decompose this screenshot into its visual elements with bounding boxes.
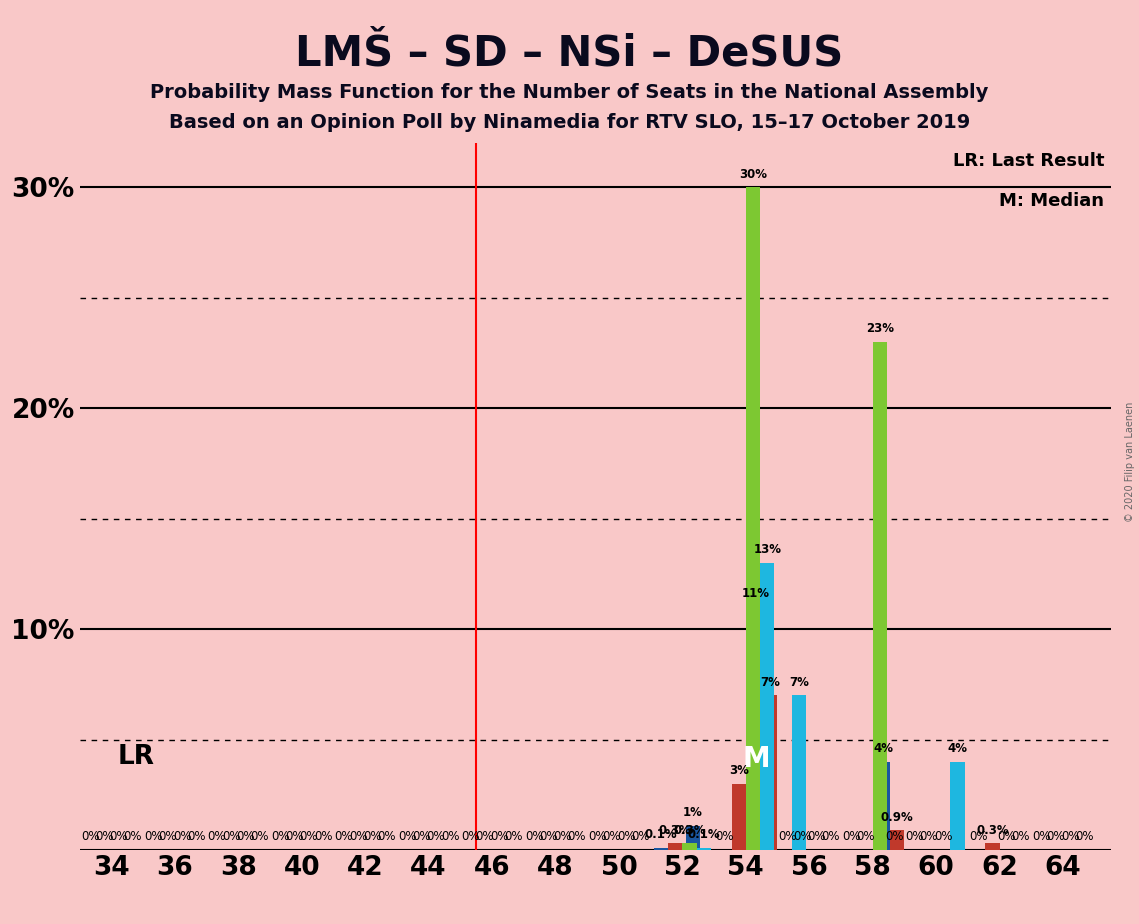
Text: 0%: 0%: [271, 831, 289, 844]
Text: 0%: 0%: [81, 831, 99, 844]
Text: 11%: 11%: [743, 588, 770, 601]
Text: 0%: 0%: [631, 831, 649, 844]
Text: 0.9%: 0.9%: [880, 810, 913, 823]
Text: 0%: 0%: [145, 831, 163, 844]
Text: 1%: 1%: [682, 806, 703, 820]
Text: 0.3%: 0.3%: [673, 824, 706, 837]
Text: 0.3%: 0.3%: [658, 824, 691, 837]
Text: 30%: 30%: [739, 168, 767, 181]
Bar: [686, 826, 699, 850]
Text: 0%: 0%: [779, 831, 797, 844]
Text: 3%: 3%: [729, 764, 748, 777]
Text: 0%: 0%: [476, 831, 494, 844]
Bar: [682, 844, 697, 850]
Text: 0%: 0%: [934, 831, 952, 844]
Bar: [876, 761, 890, 850]
Text: 0%: 0%: [505, 831, 523, 844]
Text: 0%: 0%: [998, 831, 1016, 844]
Text: M: Median: M: Median: [999, 192, 1104, 210]
Text: 0%: 0%: [426, 831, 445, 844]
Text: M: M: [743, 745, 770, 772]
Text: 0%: 0%: [857, 831, 875, 844]
Text: 0%: 0%: [567, 831, 587, 844]
Text: 0%: 0%: [603, 831, 621, 844]
Text: 0%: 0%: [349, 831, 367, 844]
Text: 0%: 0%: [554, 831, 572, 844]
Text: 0%: 0%: [286, 831, 304, 844]
Bar: [763, 696, 778, 850]
Text: © 2020 Filip van Laenen: © 2020 Filip van Laenen: [1125, 402, 1134, 522]
Text: 0.3%: 0.3%: [976, 824, 1009, 837]
Text: 0%: 0%: [919, 831, 939, 844]
Text: 4%: 4%: [872, 742, 893, 755]
Bar: [731, 784, 746, 850]
Text: Based on an Opinion Poll by Ninamedia for RTV SLO, 15–17 October 2019: Based on an Opinion Poll by Ninamedia fo…: [169, 113, 970, 132]
Bar: [760, 563, 775, 850]
Bar: [746, 188, 760, 850]
Bar: [654, 848, 669, 850]
Text: 0%: 0%: [715, 831, 734, 844]
Text: 0%: 0%: [842, 831, 860, 844]
Text: 0%: 0%: [377, 831, 396, 844]
Text: 0%: 0%: [1011, 831, 1030, 844]
Text: 0%: 0%: [885, 831, 903, 844]
Text: 0%: 0%: [207, 831, 227, 844]
Text: 0%: 0%: [187, 831, 205, 844]
Bar: [985, 844, 1000, 850]
Text: 0%: 0%: [821, 831, 839, 844]
Text: 0%: 0%: [1075, 831, 1093, 844]
Text: 0%: 0%: [617, 831, 636, 844]
Text: 7%: 7%: [761, 675, 780, 688]
Text: LR: LR: [117, 745, 155, 771]
Text: 0%: 0%: [251, 831, 269, 844]
Text: 0%: 0%: [314, 831, 333, 844]
Text: 0%: 0%: [588, 831, 607, 844]
Text: 0%: 0%: [363, 831, 382, 844]
Bar: [697, 848, 711, 850]
Text: 0%: 0%: [109, 831, 128, 844]
Bar: [749, 607, 763, 850]
Text: 0%: 0%: [525, 831, 543, 844]
Text: 0%: 0%: [398, 831, 417, 844]
Text: 0%: 0%: [412, 831, 431, 844]
Text: 13%: 13%: [753, 543, 781, 556]
Bar: [669, 844, 682, 850]
Text: LR: Last Result: LR: Last Result: [952, 152, 1104, 170]
Text: 0%: 0%: [236, 831, 255, 844]
Text: 0%: 0%: [906, 831, 924, 844]
Bar: [792, 696, 806, 850]
Text: 4%: 4%: [948, 742, 967, 755]
Text: 7%: 7%: [789, 675, 809, 688]
Bar: [872, 342, 887, 850]
Text: 0%: 0%: [1032, 831, 1051, 844]
Text: 0%: 0%: [441, 831, 459, 844]
Text: 0%: 0%: [222, 831, 240, 844]
Text: 0%: 0%: [173, 831, 191, 844]
Text: 0%: 0%: [1060, 831, 1080, 844]
Text: 23%: 23%: [866, 322, 894, 335]
Text: 0.1%: 0.1%: [645, 828, 678, 841]
Text: 0%: 0%: [124, 831, 142, 844]
Text: 0%: 0%: [969, 831, 988, 844]
Text: 0%: 0%: [335, 831, 353, 844]
Bar: [950, 761, 965, 850]
Bar: [890, 830, 904, 850]
Text: 0%: 0%: [793, 831, 811, 844]
Text: LMŠ – SD – NSi – DeSUS: LMŠ – SD – NSi – DeSUS: [295, 32, 844, 74]
Text: 0%: 0%: [158, 831, 177, 844]
Text: 0.1%: 0.1%: [688, 828, 720, 841]
Text: 0%: 0%: [1047, 831, 1065, 844]
Text: 0%: 0%: [539, 831, 558, 844]
Text: 0%: 0%: [95, 831, 114, 844]
Text: 0%: 0%: [461, 831, 480, 844]
Text: Probability Mass Function for the Number of Seats in the National Assembly: Probability Mass Function for the Number…: [150, 83, 989, 103]
Text: 0%: 0%: [300, 831, 318, 844]
Text: 0%: 0%: [808, 831, 826, 844]
Text: 0%: 0%: [490, 831, 508, 844]
